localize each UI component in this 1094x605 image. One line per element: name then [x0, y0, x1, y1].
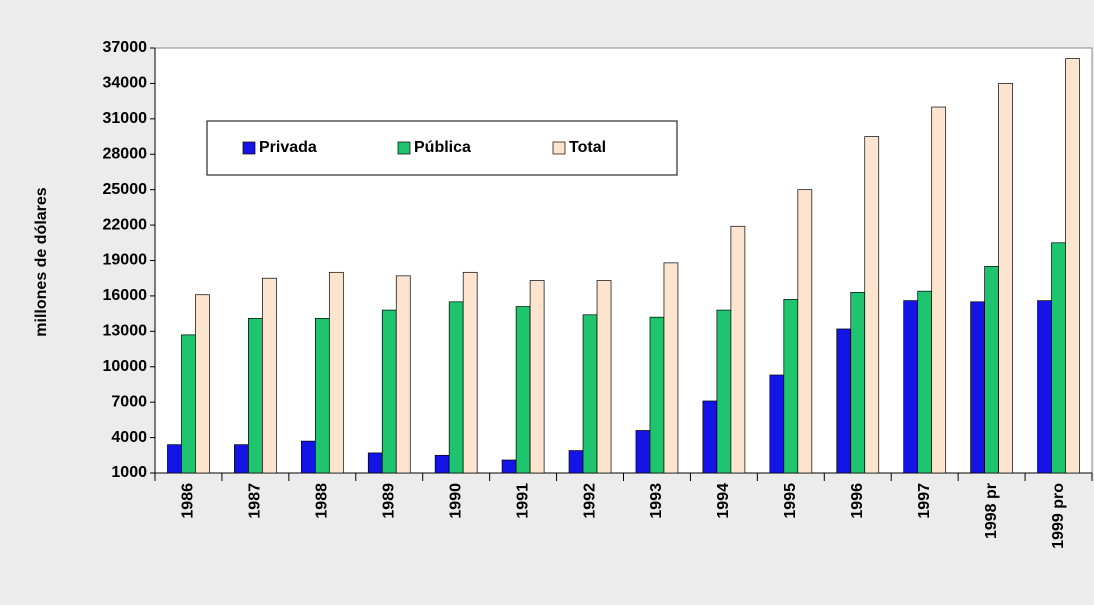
legend-swatch: [397, 141, 411, 155]
bar: [314, 317, 330, 474]
bar: [181, 334, 196, 474]
bar: [434, 454, 450, 474]
x-tick-label: 1997: [916, 483, 933, 519]
x-tick-label: 1992: [581, 483, 598, 519]
bar: [568, 450, 584, 474]
bar: [783, 299, 799, 474]
bar: [1037, 300, 1052, 474]
y-tick-label: 31000: [103, 110, 148, 127]
bar: [515, 306, 531, 474]
y-tick-label: 25000: [103, 181, 148, 198]
bar: [864, 136, 880, 474]
bar: [381, 309, 397, 474]
bar: [367, 452, 383, 474]
bar: [248, 317, 263, 474]
bar: [501, 459, 517, 474]
x-tick-label: 1996: [849, 483, 866, 519]
x-tick-label: 1999 pro: [1050, 483, 1067, 549]
bar: [931, 106, 947, 474]
y-tick-label: 13000: [103, 323, 148, 340]
y-tick-label: 34000: [103, 75, 148, 92]
plot-area: [154, 47, 1093, 474]
x-tick-label: 1988: [314, 483, 331, 519]
legend-label: Privada: [259, 139, 317, 156]
y-tick-label: 1000: [111, 464, 147, 481]
y-tick-label: 22000: [103, 216, 148, 233]
y-axis-label: millones de dólares: [33, 187, 50, 336]
bar: [234, 444, 249, 474]
bar: [850, 292, 866, 474]
x-tick-label: 1990: [447, 483, 464, 519]
y-tick-label: 19000: [103, 252, 148, 269]
y-tick-label: 4000: [111, 429, 147, 446]
y-tick-label: 16000: [103, 287, 148, 304]
y-tick-label: 28000: [103, 145, 148, 162]
bar: [395, 275, 411, 474]
bar: [529, 280, 545, 474]
bar: [649, 316, 665, 474]
bar: [769, 374, 785, 474]
bar: [903, 300, 919, 474]
bar: [635, 430, 651, 474]
bar: [836, 328, 852, 474]
legend-swatch: [242, 141, 256, 155]
bar: [167, 444, 182, 474]
bar: [998, 83, 1013, 474]
x-tick-label: 1986: [180, 483, 197, 519]
y-tick-label: 7000: [111, 393, 147, 410]
bar: [262, 277, 277, 474]
bar: [582, 314, 598, 474]
y-tick-label: 37000: [103, 39, 148, 56]
x-tick-label: 1989: [380, 483, 397, 519]
bar: [448, 301, 464, 474]
bar: [716, 309, 732, 474]
bar: [462, 271, 478, 474]
bar: [917, 290, 933, 474]
legend-box: [206, 120, 678, 176]
bar: [1051, 242, 1066, 474]
bar: [663, 262, 679, 474]
bar: [730, 225, 746, 474]
x-tick-label: 1995: [782, 483, 799, 519]
legend-label: Pública: [414, 139, 471, 156]
x-tick-label: 1991: [514, 483, 531, 519]
bar: [596, 280, 612, 474]
bar: [300, 440, 316, 474]
bar: [797, 189, 813, 474]
bar: [195, 294, 210, 474]
x-tick-label: 1993: [648, 483, 665, 519]
bar: [328, 271, 344, 474]
bar: [1065, 58, 1080, 474]
x-tick-label: 1994: [715, 483, 732, 519]
y-tick-label: 10000: [103, 358, 148, 375]
legend-label: Total: [569, 139, 606, 156]
legend-swatch: [552, 141, 566, 155]
x-tick-label: 1998 pr: [983, 483, 1000, 539]
bar: [702, 400, 718, 474]
bar: [984, 266, 999, 474]
x-tick-label: 1987: [247, 483, 264, 519]
bar: [970, 301, 985, 474]
